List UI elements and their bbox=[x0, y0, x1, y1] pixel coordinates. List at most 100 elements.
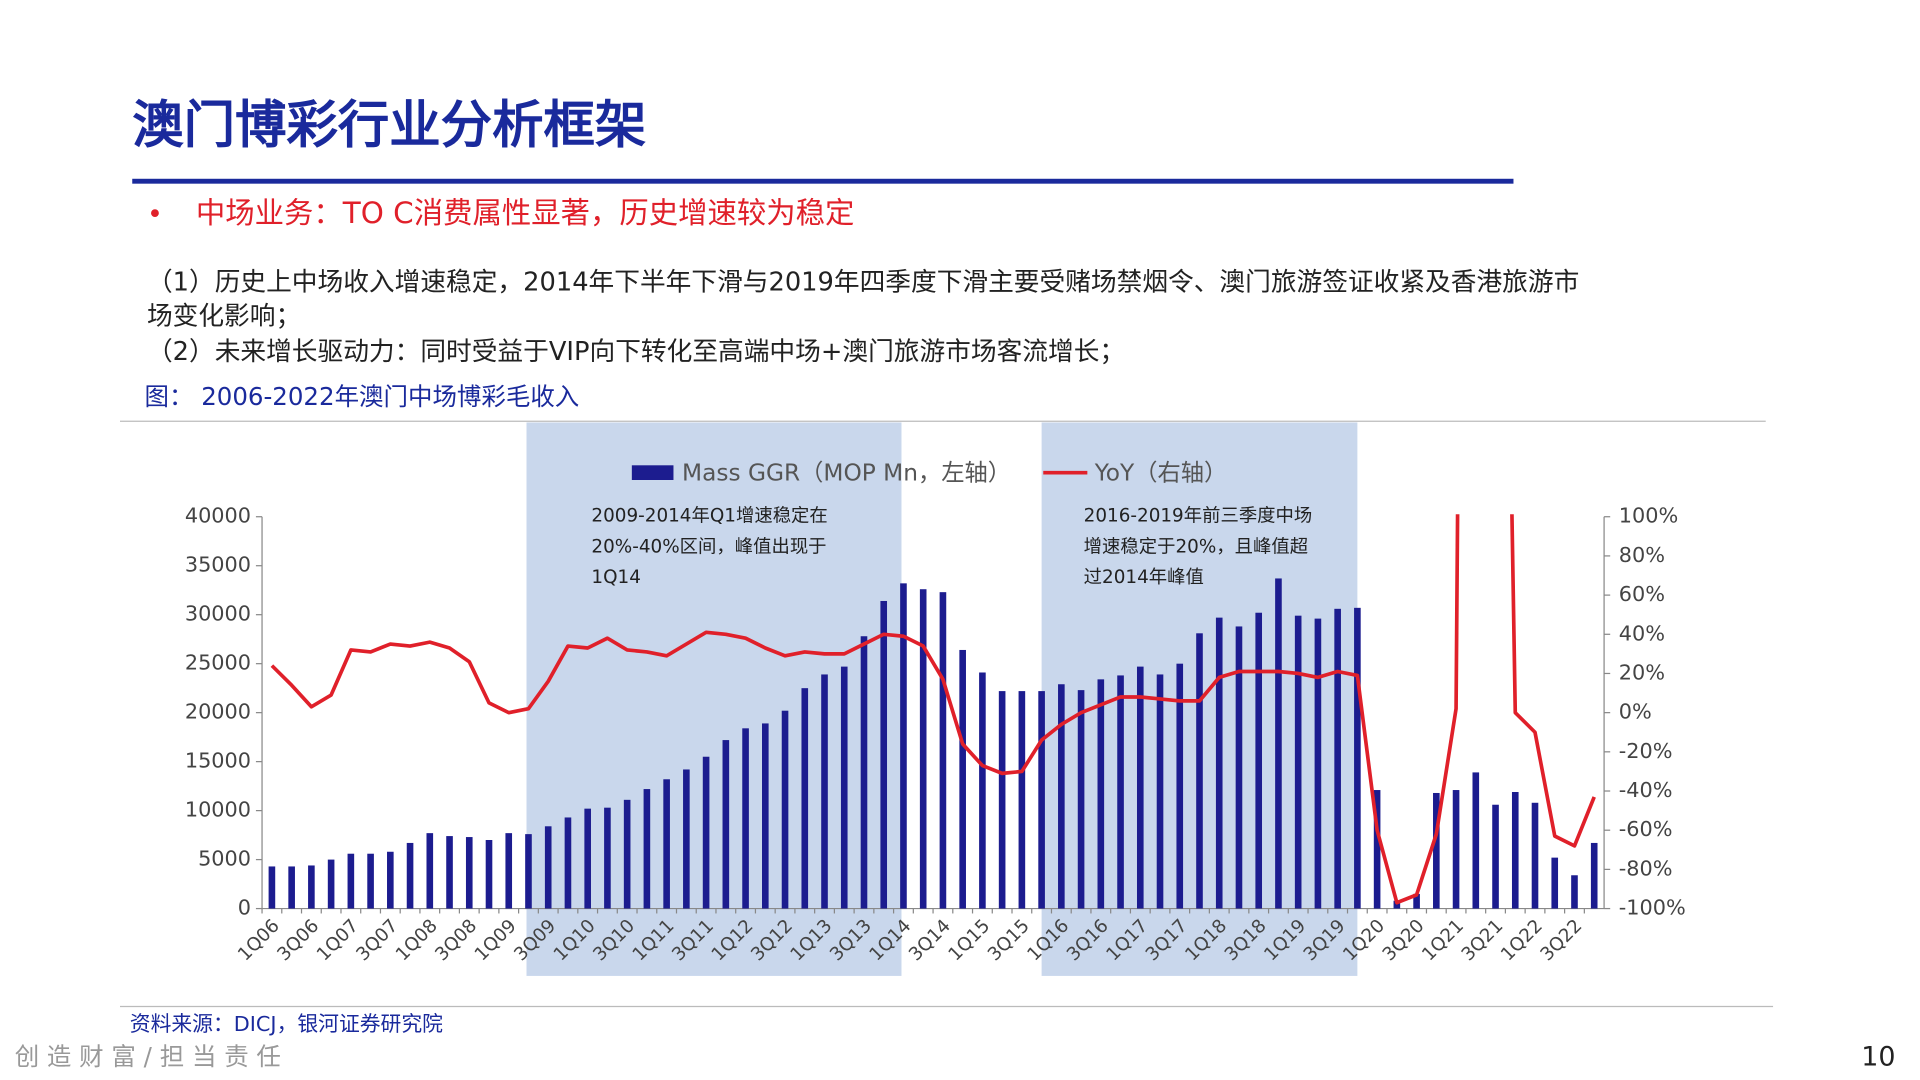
x-tick-label: 1Q07 bbox=[313, 915, 363, 965]
x-tick-label: 1Q22 bbox=[1497, 915, 1547, 965]
y2-tick-label: -40% bbox=[1619, 778, 1673, 802]
bar bbox=[702, 756, 710, 909]
bar bbox=[762, 723, 769, 909]
bar bbox=[1176, 663, 1184, 909]
y-tick-label: 30000 bbox=[185, 602, 251, 626]
bar bbox=[584, 808, 591, 909]
bar bbox=[1393, 900, 1401, 909]
x-tick-label: 3Q15 bbox=[984, 915, 1034, 965]
y-tick-label: 0 bbox=[238, 896, 251, 920]
bar bbox=[939, 592, 947, 909]
bar bbox=[979, 672, 986, 909]
bar bbox=[1452, 790, 1460, 909]
legend-swatch bbox=[631, 465, 674, 480]
bar bbox=[1492, 804, 1499, 909]
legend-label: YoY（右轴） bbox=[1094, 459, 1228, 486]
x-tick-label: 1Q06 bbox=[234, 915, 284, 965]
bar bbox=[959, 649, 966, 909]
bar bbox=[564, 817, 572, 909]
bar bbox=[1413, 893, 1420, 909]
bar bbox=[1018, 691, 1026, 909]
x-tick-label: 3Q21 bbox=[1458, 915, 1508, 965]
x-tick-label: 1Q15 bbox=[945, 915, 995, 965]
annotation: 2009-2014年Q1增速稳定在 bbox=[591, 506, 827, 527]
bar bbox=[268, 866, 276, 909]
annotation: 过2014年峰值 bbox=[1084, 567, 1204, 588]
bar bbox=[1097, 679, 1105, 909]
y2-tick-label: 100% bbox=[1619, 504, 1678, 528]
bar bbox=[742, 728, 749, 909]
plot bbox=[268, 514, 1598, 909]
bar bbox=[623, 799, 631, 909]
bar bbox=[1235, 626, 1243, 909]
note: （1）历史上中场收入增速稳定，2014年下半年下滑与2019年四季度下滑主要受赌… bbox=[147, 267, 1579, 297]
bar bbox=[1334, 608, 1341, 909]
slogan: 创 造 财 富 / 担 当 责 任 bbox=[15, 1042, 281, 1071]
bar bbox=[1551, 857, 1559, 909]
note: 场变化影响； bbox=[147, 302, 301, 332]
bar bbox=[643, 789, 651, 909]
bar bbox=[1314, 618, 1322, 909]
y2-tick-label: 80% bbox=[1619, 543, 1665, 567]
bar bbox=[1275, 578, 1282, 909]
x-tick-label: 3Q22 bbox=[1537, 915, 1587, 965]
bar bbox=[840, 666, 848, 909]
bar bbox=[1472, 772, 1480, 909]
annotation: 2016-2019年前三季度中场 bbox=[1084, 506, 1313, 527]
bar bbox=[604, 807, 611, 909]
bar bbox=[801, 688, 809, 909]
bullet-dot: • bbox=[147, 199, 163, 230]
page-number: 10 bbox=[1861, 1041, 1895, 1072]
note: （2）未来增长驱动力：同时受益于VIP向下转化至高端中场+澳门旅游市场客流增长； bbox=[147, 337, 1125, 367]
bar bbox=[860, 636, 868, 909]
yoy-line bbox=[270, 514, 1596, 905]
y2-tick-label: -20% bbox=[1619, 739, 1673, 763]
bar bbox=[998, 691, 1006, 909]
x-tick-label: 1Q08 bbox=[392, 915, 442, 965]
bar bbox=[288, 866, 295, 909]
bar bbox=[1255, 612, 1263, 909]
bar bbox=[1077, 690, 1085, 909]
bar bbox=[821, 674, 828, 909]
x-tick-label: 3Q20 bbox=[1379, 915, 1429, 965]
y2-tick-label: -60% bbox=[1619, 817, 1673, 841]
y2-tick-label: -80% bbox=[1619, 856, 1673, 880]
title-rule bbox=[132, 178, 1514, 184]
x-tick-label: 1Q21 bbox=[1418, 915, 1468, 965]
bar bbox=[1156, 674, 1164, 909]
bar bbox=[1196, 633, 1203, 909]
bar bbox=[781, 710, 789, 909]
bar bbox=[387, 851, 394, 909]
bar bbox=[465, 837, 473, 909]
bar bbox=[722, 740, 730, 909]
annotation: 1Q14 bbox=[591, 567, 640, 588]
annotation: 增速稳定于20%，且峰值超 bbox=[1084, 536, 1308, 557]
y2-tick-label: 0% bbox=[1619, 700, 1652, 724]
source: 资料来源：DICJ，银河证券研究院 bbox=[130, 1012, 443, 1036]
bar bbox=[919, 589, 927, 909]
bar bbox=[525, 834, 532, 909]
bar bbox=[880, 600, 888, 909]
bar bbox=[446, 836, 453, 909]
x-tick-label: 3Q14 bbox=[905, 915, 955, 965]
bar bbox=[485, 840, 493, 909]
bar bbox=[544, 826, 552, 909]
bullet: 中场业务：TO C消费属性显著，历史增速较为稳定 bbox=[196, 196, 854, 230]
y-tick-label: 10000 bbox=[185, 798, 251, 822]
y2-tick-label: -100% bbox=[1619, 896, 1686, 920]
y-tick-label: 15000 bbox=[185, 749, 251, 773]
bar bbox=[1571, 875, 1578, 909]
x-tick-label: 3Q06 bbox=[273, 915, 323, 965]
x-tick-label: 1Q09 bbox=[471, 915, 521, 965]
bar bbox=[1058, 684, 1065, 909]
bar bbox=[1136, 666, 1144, 909]
y2-tick-label: 40% bbox=[1619, 621, 1665, 645]
y2-tick-label: 20% bbox=[1619, 660, 1665, 684]
y-tick-label: 40000 bbox=[185, 504, 251, 528]
bar bbox=[1511, 792, 1519, 909]
y-tick-label: 5000 bbox=[198, 847, 251, 871]
title: 澳门博彩行业分析框架 bbox=[132, 96, 646, 156]
legend-label: Mass GGR（MOP Mn，左轴） bbox=[682, 459, 1011, 486]
bar bbox=[1531, 802, 1539, 909]
